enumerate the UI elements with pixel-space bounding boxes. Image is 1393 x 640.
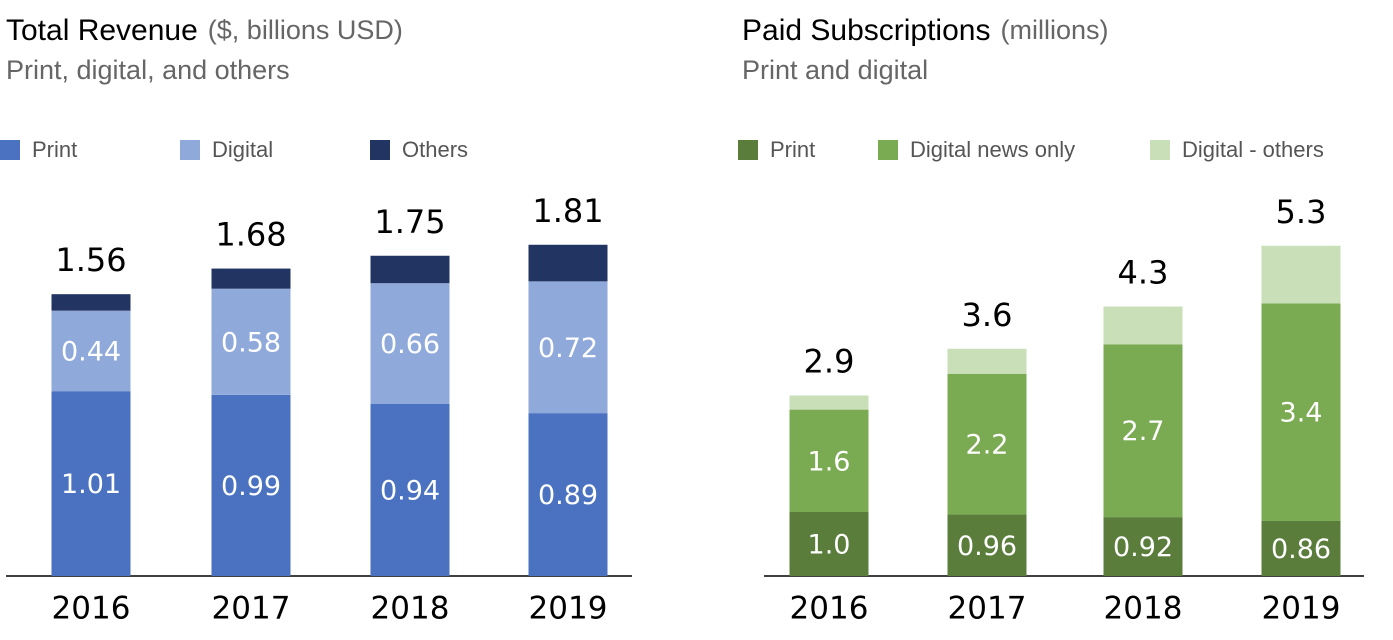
bar-segment (1103, 306, 1183, 345)
title-text: Total Revenue (6, 14, 198, 47)
bar-segment (789, 512, 869, 576)
legend-swatch (180, 140, 200, 160)
chart-subtitle: Print and digital (742, 55, 928, 85)
total-label: 1.81 (532, 192, 603, 230)
chart-title: Total Revenue ($, billions USD) (6, 14, 403, 47)
title-unit: (millions) (1000, 15, 1108, 45)
total-label: 1.75 (374, 203, 445, 241)
x-tick-label: 2018 (1104, 591, 1183, 627)
bar-segment (1103, 344, 1183, 518)
bar-segment (51, 294, 131, 311)
value-label: 0.96 (957, 531, 1017, 562)
legend-swatch (738, 140, 758, 160)
legend-label: Print (32, 137, 77, 162)
value-label: 2.7 (1122, 416, 1165, 447)
bar-segment (211, 288, 291, 395)
total-label: 5.3 (1276, 193, 1327, 231)
x-tick-label: 2019 (1262, 591, 1341, 627)
legend-swatch (1150, 140, 1170, 160)
x-tick-label: 2019 (529, 591, 608, 627)
legend-swatch (878, 140, 898, 160)
bar-segment (51, 391, 131, 576)
x-tick-label: 2018 (371, 591, 450, 627)
title-unit: ($, billions USD) (208, 15, 403, 45)
bar-segment (528, 413, 608, 576)
bar-segment (211, 394, 291, 576)
value-label: 1.01 (61, 469, 121, 500)
x-tick-label: 2016 (790, 591, 869, 627)
value-label: 0.99 (221, 471, 281, 502)
bar-segment (1261, 245, 1341, 304)
legend-swatch (370, 140, 390, 160)
bar-segment (370, 255, 450, 284)
bar-segment (51, 310, 131, 392)
legend-swatch (0, 140, 20, 160)
value-label: 0.94 (380, 475, 440, 506)
value-label: 0.58 (221, 327, 281, 358)
total-label: 1.56 (55, 241, 126, 279)
bar-segment (1261, 303, 1341, 521)
bar-segment (370, 283, 450, 404)
title-text: Paid Subscriptions (742, 14, 990, 47)
legend-label: Print (770, 137, 815, 162)
bar-segment (528, 281, 608, 414)
bar-segment (528, 244, 608, 282)
chart-subtitle: Print, digital, and others (6, 55, 290, 85)
value-label: 0.72 (538, 333, 598, 364)
bar-segment (789, 395, 869, 410)
total-label: 3.6 (962, 296, 1013, 334)
x-tick-label: 2017 (212, 591, 291, 627)
total-label: 1.68 (215, 216, 286, 254)
value-label: 1.6 (808, 446, 851, 477)
value-label: 2.2 (966, 430, 1009, 461)
x-tick-label: 2017 (948, 591, 1027, 627)
bar-segment (370, 403, 450, 576)
value-label: 0.86 (1271, 534, 1331, 565)
x-tick-label: 2016 (52, 591, 131, 627)
value-label: 0.92 (1113, 532, 1173, 563)
legend-label: Digital (212, 137, 273, 162)
legend-label: Digital news only (910, 137, 1075, 162)
bar-segment (947, 373, 1027, 515)
value-label: 0.89 (538, 480, 598, 511)
value-label: 0.66 (380, 329, 440, 360)
bar-segment (1261, 520, 1341, 576)
chart-title: Paid Subscriptions (millions) (742, 14, 1108, 47)
total-label: 4.3 (1118, 254, 1169, 292)
value-label: 3.4 (1280, 398, 1323, 429)
bar-segment (947, 348, 1027, 374)
value-label: 1.0 (808, 530, 851, 561)
legend-label: Digital - others (1182, 137, 1324, 162)
bar-segment (1103, 517, 1183, 576)
bar-segment (211, 268, 291, 289)
total-label: 2.9 (804, 343, 855, 381)
legend-label: Others (402, 137, 468, 162)
value-label: 0.44 (61, 336, 121, 367)
bar-segment (947, 514, 1027, 576)
bar-segment (789, 409, 869, 512)
